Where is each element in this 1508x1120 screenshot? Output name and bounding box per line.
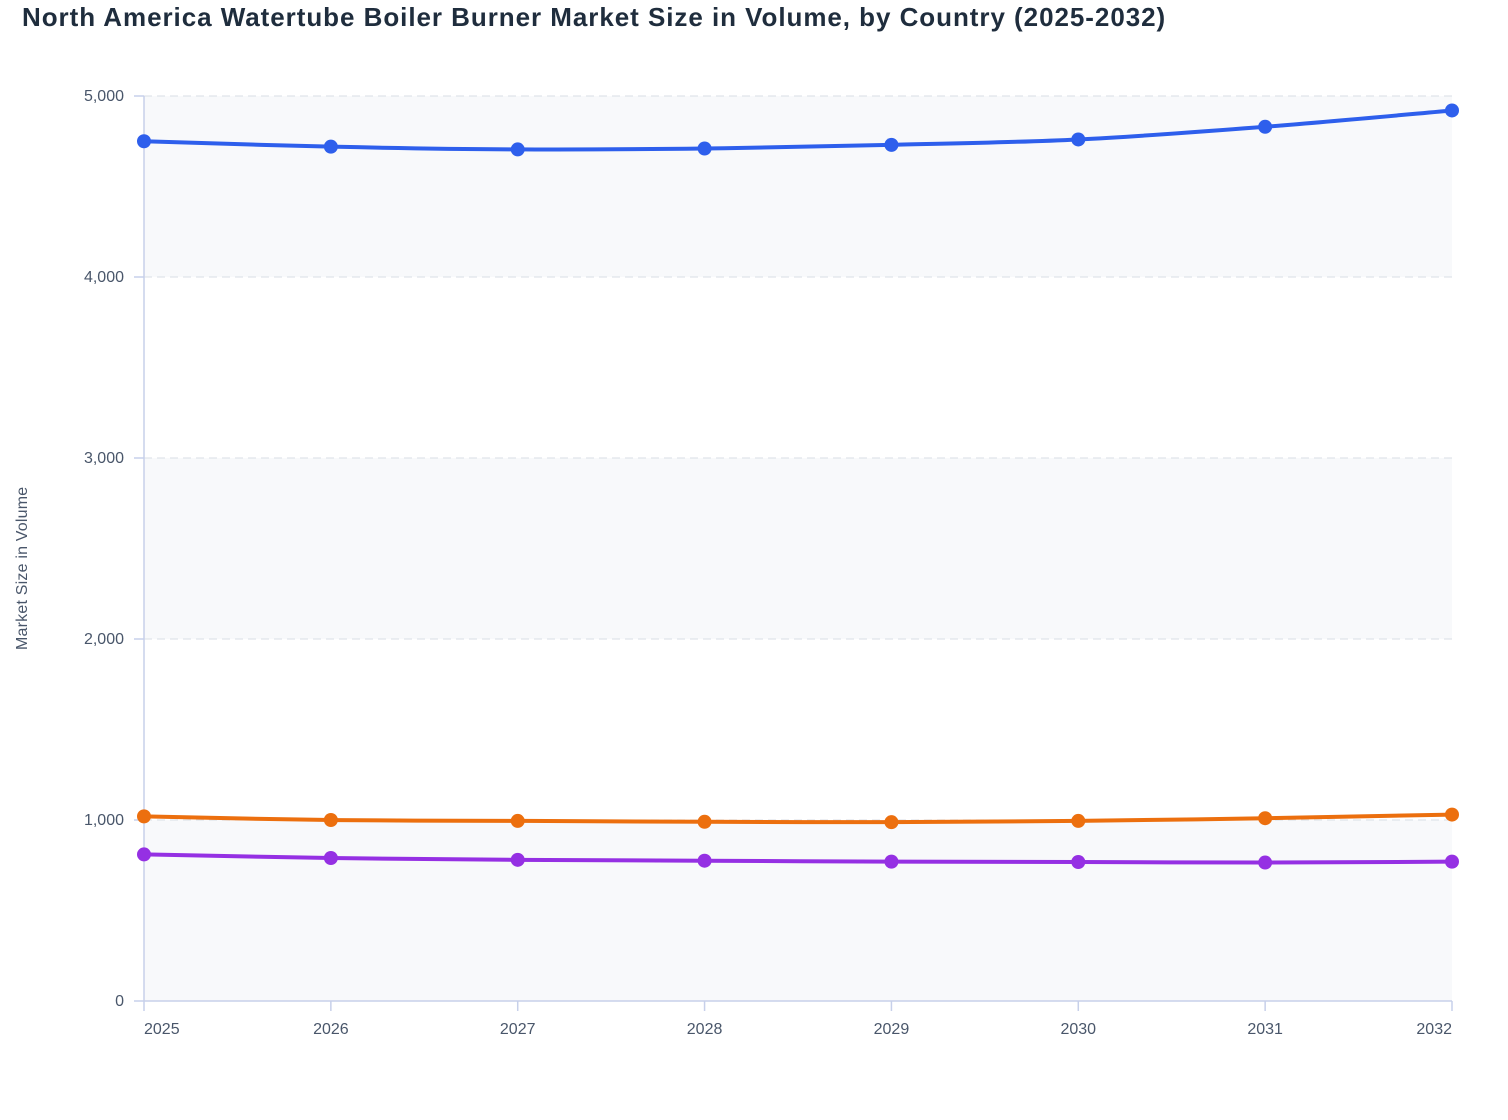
svg-text:1,000: 1,000 xyxy=(84,812,124,829)
svg-text:5,000: 5,000 xyxy=(84,88,124,105)
svg-text:2027: 2027 xyxy=(500,1021,536,1038)
svg-text:2,000: 2,000 xyxy=(84,631,124,648)
svg-text:2026: 2026 xyxy=(313,1021,349,1038)
svg-text:2028: 2028 xyxy=(687,1021,723,1038)
svg-text:2030: 2030 xyxy=(1060,1021,1096,1038)
svg-text:4,000: 4,000 xyxy=(84,269,124,286)
svg-text:2031: 2031 xyxy=(1247,1021,1283,1038)
svg-text:2029: 2029 xyxy=(874,1021,910,1038)
svg-text:2032: 2032 xyxy=(1416,1021,1452,1038)
svg-text:2025: 2025 xyxy=(144,1021,180,1038)
svg-text:0: 0 xyxy=(115,993,124,1010)
svg-text:3,000: 3,000 xyxy=(84,450,124,467)
